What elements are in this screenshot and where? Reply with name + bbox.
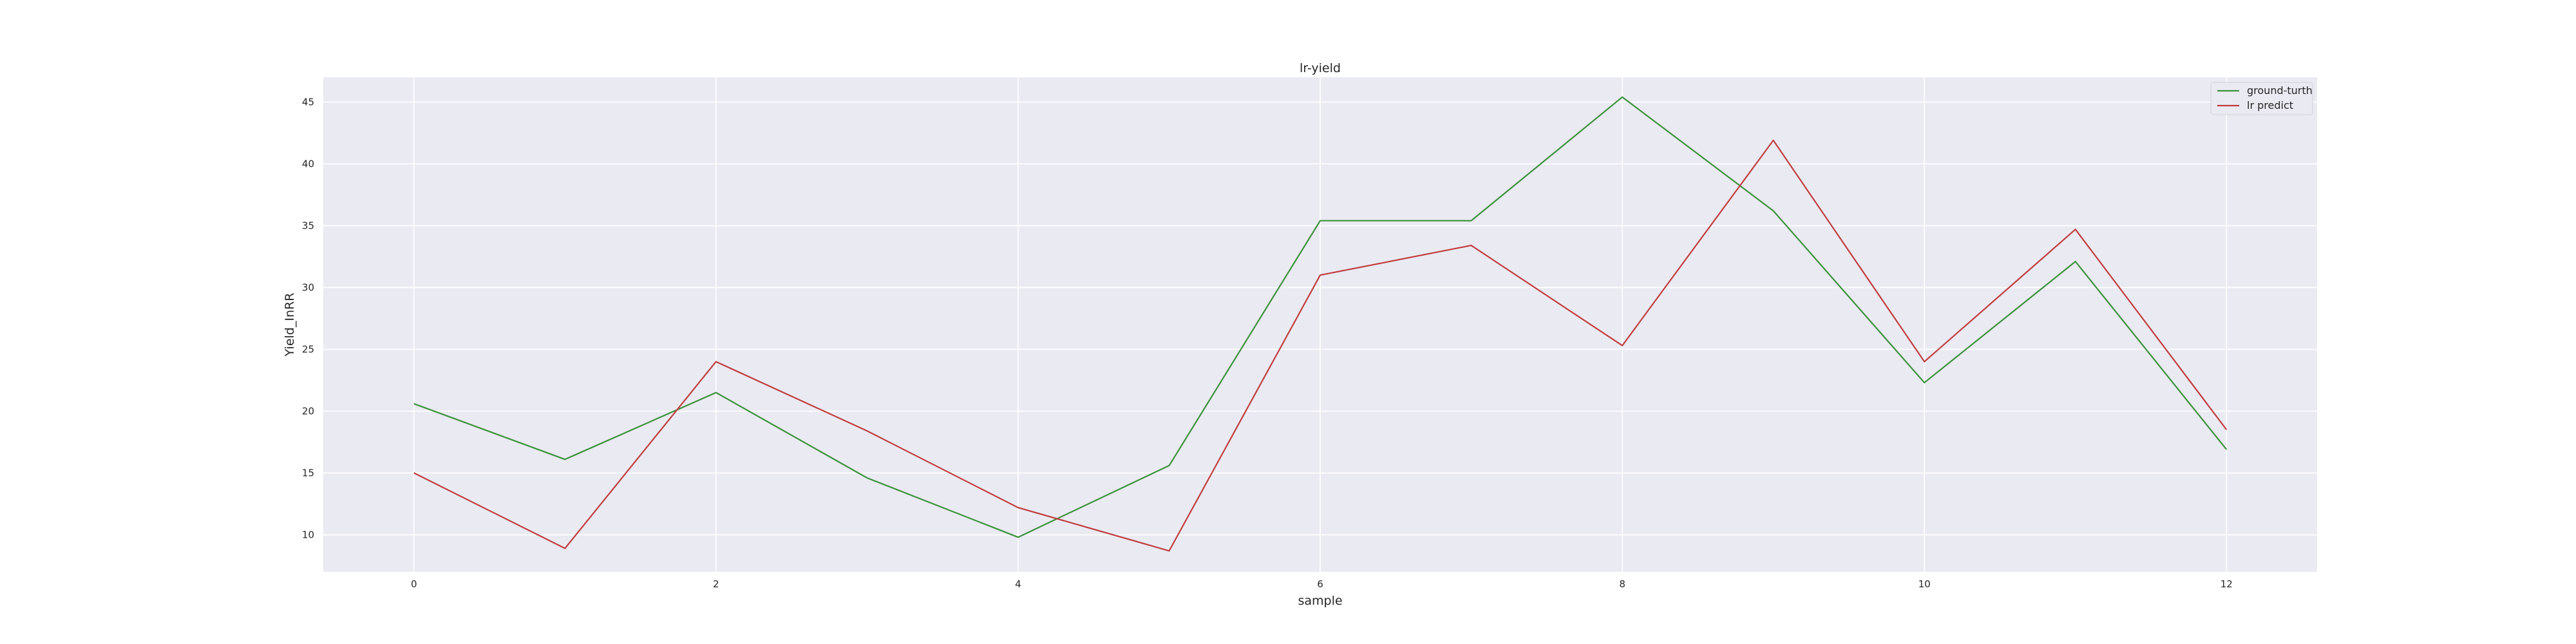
y-tick-label: 10 (302, 529, 314, 540)
legend-label: lr predict (2247, 99, 2293, 111)
y-tick-label: 40 (302, 158, 314, 169)
series-lines (413, 96, 2228, 552)
y-tick-labels: 10 15 20 25 30 35 40 45 (302, 96, 314, 540)
x-tick-label: 6 (1317, 578, 1323, 590)
x-tick-label: 8 (1619, 578, 1625, 590)
x-tick-label: 2 (713, 578, 719, 590)
legend: ground-turth lr predict (2210, 82, 2313, 115)
x-tick-label: 0 (411, 578, 417, 590)
grid (323, 77, 2317, 572)
y-tick-label: 30 (302, 281, 314, 293)
series-line-2 (413, 139, 2228, 552)
y-tick-label: 45 (302, 96, 314, 108)
y-tick-label: 15 (302, 467, 314, 478)
x-tick-labels: 0 2 4 6 8 10 12 (411, 578, 2233, 590)
x-tick-label: 10 (1918, 578, 1931, 590)
x-axis-label: sample (1298, 594, 1342, 608)
chart-title: lr-yield (1300, 61, 1341, 75)
legend-label: ground-turth (2247, 84, 2313, 97)
x-tick-label: 4 (1015, 578, 1021, 590)
y-axis-label: Yield_InRR (283, 293, 297, 357)
x-tick-label: 12 (2221, 578, 2233, 590)
y-tick-label: 20 (302, 405, 314, 417)
y-tick-label: 25 (302, 343, 314, 355)
y-tick-label: 35 (302, 220, 314, 231)
series-line-1 (413, 96, 2228, 538)
